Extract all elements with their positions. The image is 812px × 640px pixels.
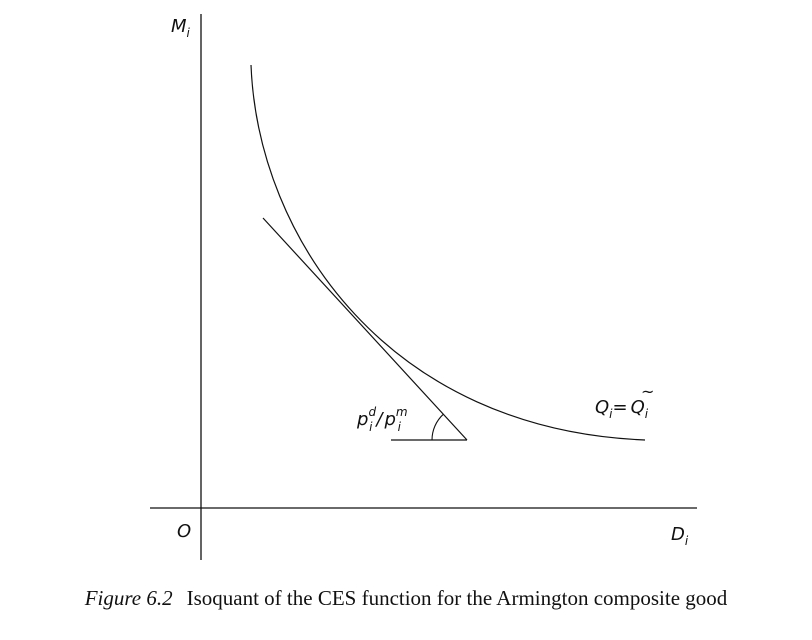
figure-caption-text: Isoquant of the CES function for the Arm… <box>186 586 728 610</box>
angle-arc <box>431 413 444 441</box>
tangent-line <box>262 217 468 441</box>
isoquant-label: Qi= Qi <box>595 397 649 421</box>
origin-label: O <box>177 521 191 542</box>
y-axis-label: Mi <box>171 16 191 40</box>
x-axis-label: Di <box>671 524 689 548</box>
isoquant-curve <box>250 64 646 441</box>
figure-caption: Figure 6.2 Isoquant of the CES function f… <box>0 586 812 611</box>
figure-number: Figure 6.2 <box>84 586 173 610</box>
price-ratio-label: pd i / pm i <box>356 405 408 434</box>
tilde-mark: ~ <box>641 382 654 401</box>
